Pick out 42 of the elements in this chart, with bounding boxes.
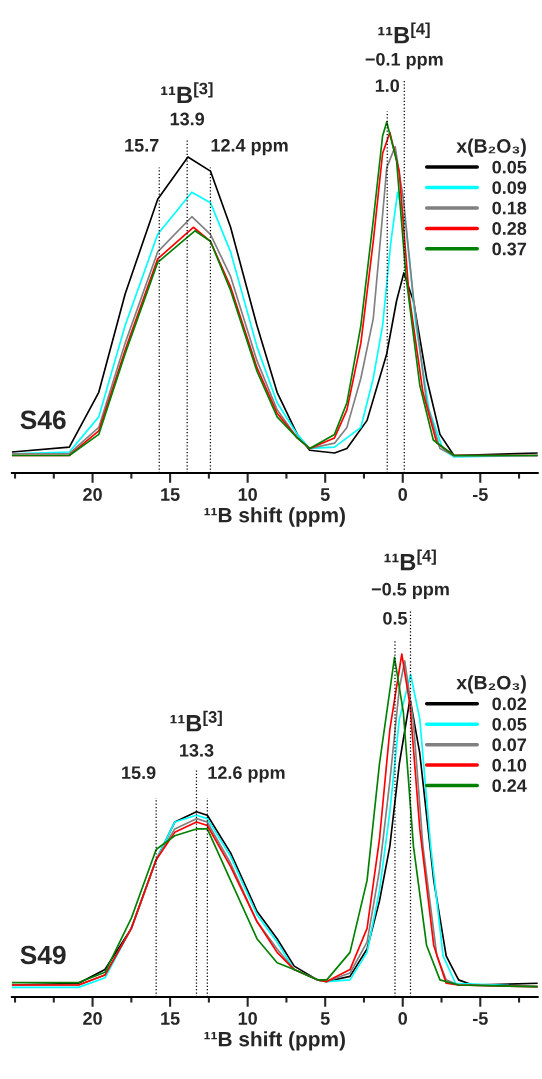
x-tick-label: 15 bbox=[161, 488, 180, 501]
x-tick-label: 10 bbox=[238, 488, 257, 501]
x-axis-title: ¹¹B shift (ppm) bbox=[204, 507, 345, 527]
annotation: ¹¹B$^{[3]}$ bbox=[170, 710, 222, 732]
legend-title: x(B₂O₃) bbox=[456, 138, 526, 157]
legend-label: 0.18 bbox=[492, 201, 527, 215]
x-tick-label: 15 bbox=[161, 1012, 180, 1025]
x-tick-label: 5 bbox=[320, 1012, 330, 1025]
ref-line-label: −0.5 ppm bbox=[371, 582, 449, 600]
text: ¹¹B$^{[3]}$ bbox=[161, 82, 213, 103]
x-tick-label: 0 bbox=[398, 1012, 408, 1025]
text: ¹¹B$^{[4]}$ bbox=[378, 22, 430, 44]
legend-label: 0.37 bbox=[492, 242, 527, 256]
annotation: S49 bbox=[20, 945, 66, 965]
x-tick-label: 20 bbox=[83, 488, 102, 501]
legend-label: 0.24 bbox=[492, 779, 527, 793]
legend-label: 0.02 bbox=[492, 697, 527, 711]
x-tick-label: 0 bbox=[398, 488, 408, 501]
legend-label: 0.05 bbox=[492, 160, 527, 174]
ref-line-label: 12.6 ppm bbox=[208, 766, 285, 783]
x-tick-label: -5 bbox=[472, 1012, 488, 1025]
x-tick-label: 5 bbox=[320, 488, 330, 501]
x-tick-label: 20 bbox=[83, 1012, 102, 1025]
legend-label: 0.05 bbox=[492, 717, 527, 731]
ref-line-label: 12.4 ppm bbox=[211, 138, 288, 156]
ref-line-label: 1.0 bbox=[375, 79, 400, 93]
legend-label: 0.09 bbox=[492, 181, 527, 195]
ref-line-label: 13.9 bbox=[170, 112, 205, 126]
annotation: S46 bbox=[20, 410, 66, 430]
x-axis-title: ¹¹B shift (ppm) bbox=[204, 1031, 345, 1051]
legend-label: 0.07 bbox=[492, 738, 527, 752]
legend-label: 0.10 bbox=[492, 758, 527, 772]
legend-label: 0.28 bbox=[492, 222, 527, 235]
ref-line-label: 15.7 bbox=[125, 139, 159, 152]
ref-line-label: 15.9 bbox=[122, 766, 156, 780]
ref-line-label: −0.1 ppm bbox=[365, 52, 443, 70]
x-tick-label: 10 bbox=[238, 1012, 257, 1025]
ref-line-label: 0.5 bbox=[383, 611, 408, 625]
ref-line-label: 13.3 bbox=[180, 743, 214, 757]
legend-title: x(B₂O₃) bbox=[456, 675, 526, 694]
text: ¹¹B$^{[4]}$ bbox=[384, 549, 436, 571]
x-tick-label: -5 bbox=[472, 488, 488, 501]
